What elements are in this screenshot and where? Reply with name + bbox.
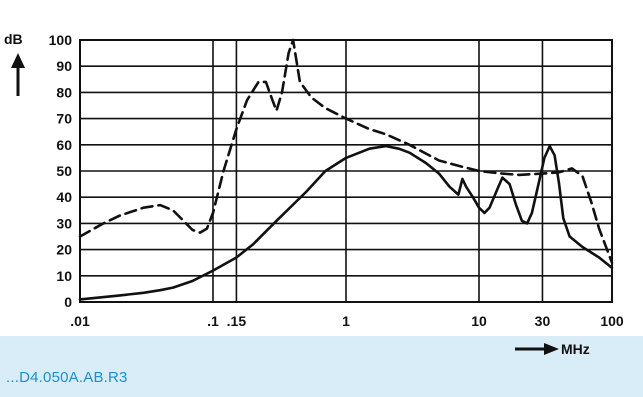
x-tick-label: .1 bbox=[207, 313, 219, 329]
x-tick-label: 1 bbox=[342, 313, 350, 329]
y-tick-label: 100 bbox=[49, 32, 73, 48]
y-tick-labels: 0 10 20 30 40 50 60 70 80 90 100 bbox=[49, 32, 73, 310]
y-tick-label: 50 bbox=[56, 163, 72, 179]
y-tick-label: 60 bbox=[56, 137, 72, 153]
y-axis-label: dB bbox=[4, 31, 23, 47]
series-line-dashed bbox=[78, 38, 614, 264]
y-tick-label: 30 bbox=[56, 215, 72, 231]
x-tick-label: 30 bbox=[535, 313, 551, 329]
y-tick-label: 80 bbox=[56, 84, 72, 100]
y-tick-label: 0 bbox=[64, 294, 72, 310]
series-line-solid bbox=[78, 144, 614, 301]
series-layer bbox=[78, 38, 614, 301]
x-tick-label: .15 bbox=[227, 313, 247, 329]
chart-panel: 0 10 20 30 40 50 60 70 80 90 100 .01.1.15 1 10 30 100 … bbox=[0, 0, 643, 336]
y-tick-label: 90 bbox=[56, 58, 72, 74]
reference-code: ...D4.050A.AB.R3 bbox=[6, 369, 128, 386]
y-tick-label: 20 bbox=[56, 242, 72, 258]
plot-frame bbox=[79, 39, 613, 303]
y-tick-label: 40 bbox=[56, 189, 72, 205]
y-axis-arrow-icon bbox=[11, 53, 25, 96]
x-tick-label: 100 bbox=[600, 313, 624, 329]
y-tick-label: 10 bbox=[56, 268, 72, 284]
x-axis-label: MHz bbox=[561, 341, 590, 357]
x-tick-labels: .01 .1 .15 1 10 30 100 bbox=[70, 313, 624, 329]
x-tick-label: 10 bbox=[471, 313, 487, 329]
x-tick-label: .01 bbox=[70, 313, 90, 329]
grid bbox=[79, 39, 613, 303]
x-axis-arrow-icon-outer bbox=[515, 343, 559, 355]
y-tick-label: 70 bbox=[56, 111, 72, 127]
